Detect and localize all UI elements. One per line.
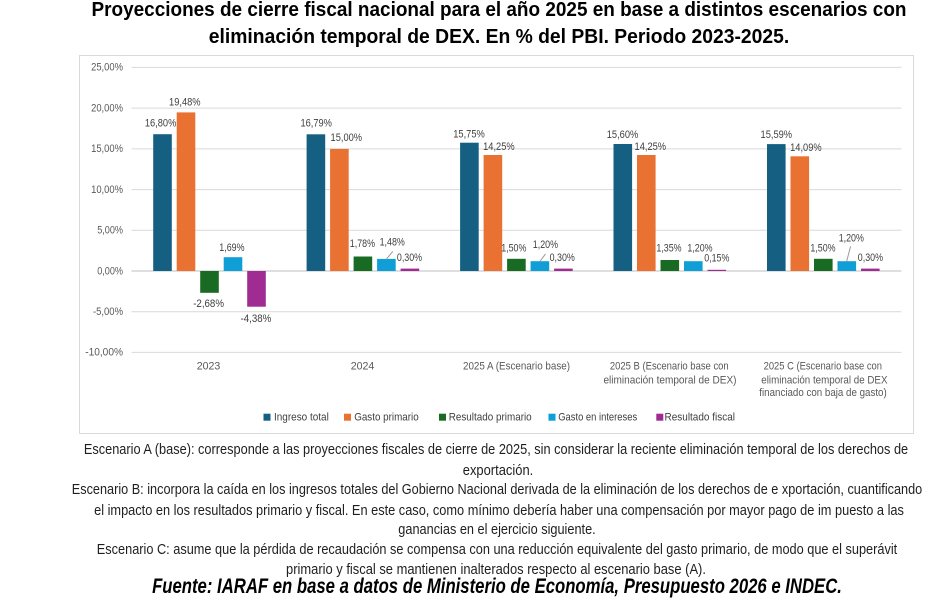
svg-text:0,30%: 0,30%: [397, 252, 422, 264]
svg-text:14,25%: 14,25%: [483, 141, 515, 153]
svg-text:0,15%: 0,15%: [704, 252, 729, 264]
svg-text:19,48%: 19,48%: [169, 97, 201, 109]
svg-text:20,00%: 20,00%: [91, 102, 123, 114]
svg-text:0,30%: 0,30%: [858, 252, 883, 264]
svg-text:Resultado primario: Resultado primario: [449, 411, 532, 423]
svg-text:15,75%: 15,75%: [453, 128, 485, 140]
svg-text:15,00%: 15,00%: [91, 143, 123, 155]
svg-text:2023: 2023: [197, 361, 221, 373]
svg-text:5,00%: 5,00%: [97, 225, 123, 237]
svg-text:15,60%: 15,60%: [607, 129, 639, 141]
svg-text:-10,00%: -10,00%: [85, 347, 123, 359]
svg-text:1,35%: 1,35%: [656, 243, 681, 255]
svg-text:1,69%: 1,69%: [219, 242, 244, 254]
svg-text:-4,38%: -4,38%: [241, 313, 272, 325]
svg-text:0,00%: 0,00%: [97, 265, 123, 277]
svg-text:2025 C (Escenario base con: 2025 C (Escenario base con: [764, 361, 882, 373]
svg-text:14,09%: 14,09%: [790, 142, 822, 154]
svg-text:Gasto en intereses: Gasto en intereses: [558, 411, 637, 423]
svg-text:0,30%: 0,30%: [550, 252, 575, 264]
svg-text:1,78%: 1,78%: [350, 238, 375, 250]
svg-text:1,48%: 1,48%: [380, 237, 405, 249]
svg-text:16,80%: 16,80%: [145, 117, 177, 129]
svg-text:-5,00%: -5,00%: [93, 306, 123, 318]
svg-text:Ingreso total: Ingreso total: [274, 411, 329, 423]
svg-text:15,00%: 15,00%: [331, 132, 363, 144]
svg-text:Gasto primario: Gasto primario: [354, 411, 419, 423]
svg-text:-2,68%: -2,68%: [193, 298, 224, 310]
svg-text:eliminación temporal de DEX): eliminación temporal de DEX): [603, 374, 736, 386]
svg-text:financiado con baja de gasto): financiado con baja de gasto): [759, 387, 886, 399]
svg-text:25,00%: 25,00%: [91, 62, 123, 74]
svg-text:eliminación temporal de DEX: eliminación temporal de DEX: [761, 374, 888, 386]
svg-text:15,59%: 15,59%: [761, 129, 793, 141]
svg-text:10,00%: 10,00%: [91, 184, 123, 196]
svg-text:2025 B (Escenario base con: 2025 B (Escenario base con: [610, 361, 729, 373]
svg-text:2024: 2024: [351, 361, 375, 373]
svg-text:1,50%: 1,50%: [501, 243, 526, 255]
svg-text:16,79%: 16,79%: [300, 117, 332, 129]
svg-text:14,25%: 14,25%: [635, 141, 667, 153]
svg-text:1,20%: 1,20%: [533, 239, 558, 251]
svg-text:1,20%: 1,20%: [687, 243, 712, 255]
svg-text:2025 A (Escenario base): 2025 A (Escenario base): [463, 361, 570, 373]
svg-text:1,20%: 1,20%: [839, 233, 864, 245]
svg-text:1,50%: 1,50%: [810, 243, 835, 255]
svg-text:Resultado fiscal: Resultado fiscal: [665, 411, 736, 423]
